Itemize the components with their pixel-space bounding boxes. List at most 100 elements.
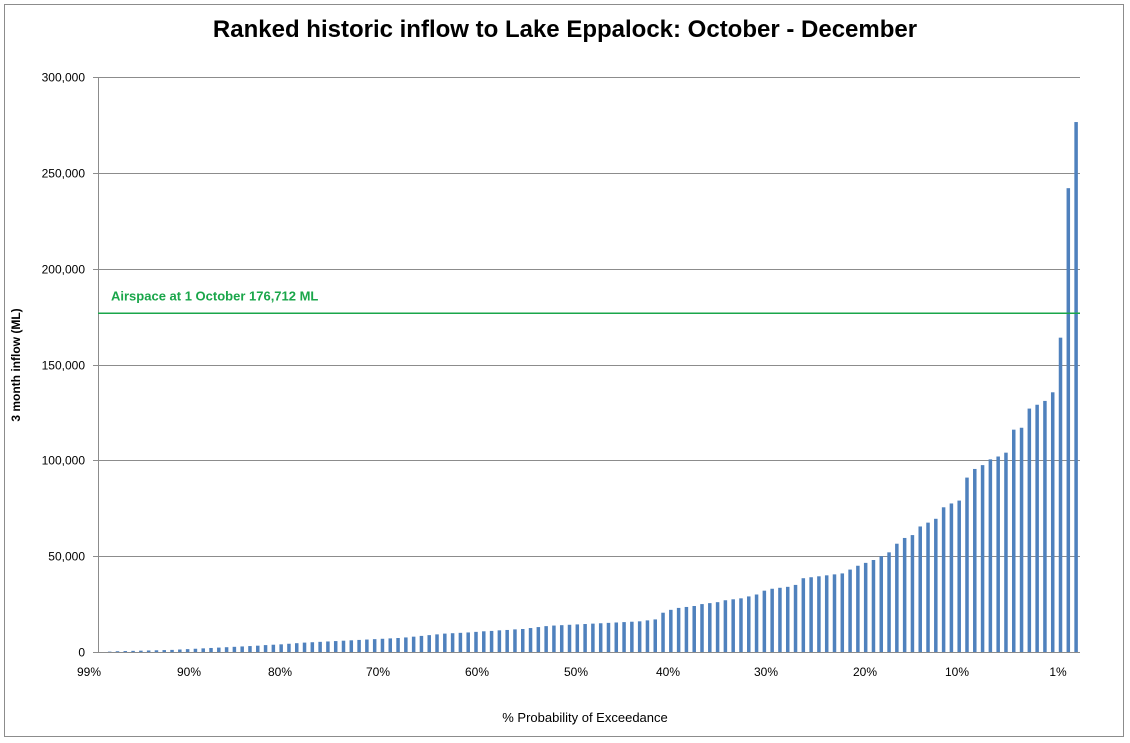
bar (965, 477, 969, 652)
bar (567, 624, 572, 652)
bar (318, 641, 322, 652)
bar (497, 630, 502, 652)
bar (263, 645, 268, 652)
bar (715, 602, 720, 652)
bar (879, 556, 884, 652)
gridlines (93, 77, 1080, 653)
bar (949, 503, 954, 652)
bar (793, 584, 798, 652)
bar (521, 629, 525, 652)
bar (302, 642, 307, 652)
bar (692, 606, 696, 652)
bar (957, 500, 961, 652)
bar (435, 634, 439, 652)
bar (474, 631, 478, 652)
bar (941, 507, 946, 652)
y-tick-label: 150,000 (42, 359, 86, 373)
bar (466, 632, 470, 652)
airspace-annotation: Airspace at 1 October 176,712 ML (111, 288, 318, 303)
bar (1012, 429, 1016, 652)
x-axis-label: % Probability of Exceedance (502, 710, 668, 725)
bar (676, 607, 681, 652)
bar (606, 622, 611, 652)
x-tick-label: 1% (1049, 665, 1067, 679)
bar (840, 573, 845, 652)
bar (575, 624, 580, 652)
bar (162, 650, 166, 652)
y-tick-label: 300,000 (42, 71, 86, 85)
bar (856, 565, 860, 652)
bar (294, 643, 299, 652)
x-tick-label: 10% (945, 665, 969, 679)
bar (824, 575, 829, 652)
x-tick-label: 70% (366, 665, 390, 679)
bar (980, 465, 985, 652)
bar (154, 650, 159, 652)
bar (341, 640, 346, 652)
y-tick-labels: 0 50,000 100,000 150,000 200,000 250,000 300,0… (42, 71, 86, 660)
y-tick-label: 50,000 (48, 550, 85, 564)
bar (583, 624, 587, 652)
bar (637, 621, 642, 652)
bar (217, 647, 221, 652)
bar (1004, 452, 1008, 652)
bar (505, 629, 509, 652)
bar (552, 625, 556, 652)
y-tick-label: 200,000 (42, 263, 86, 277)
bar (1058, 337, 1063, 652)
bar (326, 641, 330, 652)
bar (131, 650, 135, 652)
bar (380, 638, 385, 652)
bar (333, 641, 338, 652)
bar (396, 638, 400, 652)
bar (1019, 427, 1024, 652)
bar (388, 638, 393, 652)
bar (170, 649, 174, 652)
bar (513, 629, 517, 652)
bar (887, 552, 891, 652)
bar (185, 649, 190, 652)
bar (357, 639, 361, 652)
y-tick-label: 100,000 (42, 454, 86, 468)
bar (871, 560, 876, 652)
x-tick-label: 99% (77, 665, 101, 679)
bar (349, 640, 354, 652)
bar (450, 633, 455, 652)
bar (645, 620, 650, 652)
bar (310, 642, 315, 652)
bar (630, 621, 634, 652)
bar (123, 651, 128, 652)
bar (544, 626, 548, 652)
bar (1066, 188, 1071, 652)
bar (918, 526, 922, 652)
bar (1035, 404, 1039, 652)
bar (193, 648, 198, 652)
bar (863, 562, 868, 652)
bar (817, 576, 821, 652)
bar (404, 637, 408, 652)
x-tick-label: 40% (656, 665, 680, 679)
bar (458, 632, 463, 652)
bar (209, 647, 213, 652)
bar (996, 456, 1000, 652)
bar (279, 644, 283, 652)
bar (559, 625, 564, 652)
bar (178, 649, 182, 652)
bar (785, 586, 790, 652)
bar (224, 647, 229, 652)
bar (661, 612, 665, 652)
bar (528, 628, 533, 652)
bar (443, 633, 447, 652)
bar (973, 468, 977, 652)
x-tick-label: 80% (268, 665, 292, 679)
bar (684, 606, 689, 652)
bar (910, 535, 915, 652)
bar (902, 537, 907, 652)
bar (256, 645, 260, 652)
bar (115, 651, 120, 652)
reference-line-group: Airspace at 1 October 176,712 ML (98, 288, 1080, 315)
bar (482, 631, 486, 652)
bar (895, 543, 899, 652)
bar (1027, 408, 1032, 652)
bar (240, 646, 244, 652)
